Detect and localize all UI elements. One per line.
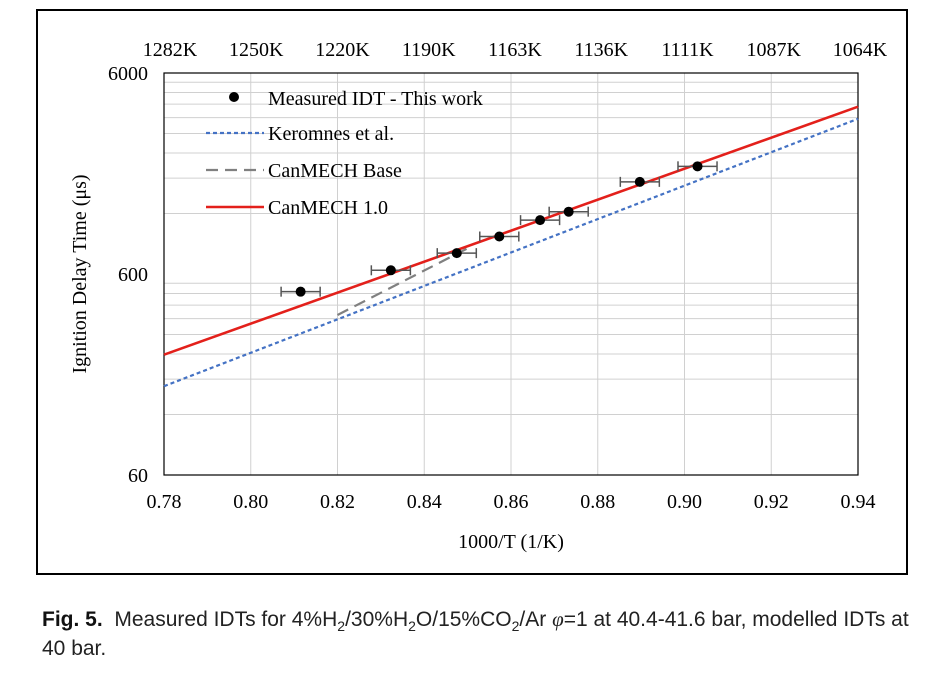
- y-axis-label: Ignition Delay Time (μs): [69, 174, 91, 373]
- legend-label: CanMECH 1.0: [268, 197, 388, 219]
- model-lines: [163, 105, 859, 388]
- top-axis-label: 1111K: [661, 39, 714, 61]
- grid: [164, 73, 858, 475]
- data-point: [385, 265, 396, 276]
- top-axis-label: 1190K: [402, 39, 456, 61]
- y-tick-label: 60: [128, 465, 148, 487]
- x-axis-label: 1000/T (1/K): [458, 531, 564, 553]
- x-tick-label: 0.94: [841, 491, 876, 513]
- series-line-keromnes-et-al: [163, 117, 859, 388]
- data-point: [451, 248, 462, 259]
- data-point: [295, 286, 306, 297]
- figure-frame: [36, 9, 908, 575]
- legend-marker: [229, 92, 239, 102]
- x-tick-label: 0.80: [233, 491, 268, 513]
- legend-label: CanMECH Base: [268, 160, 402, 182]
- data-point: [634, 176, 645, 187]
- figure-caption: Fig. 5. Measured IDTs for 4%H2/30%H2O/15…: [42, 605, 932, 663]
- caption-subscript: 2: [408, 618, 416, 635]
- top-axis-label: 1163K: [488, 39, 542, 61]
- top-axis-label: 1087K: [747, 39, 802, 61]
- caption-phi: φ: [552, 607, 564, 631]
- data-point: [692, 161, 703, 172]
- data-point: [494, 231, 505, 242]
- x-tick-label: 0.92: [754, 491, 789, 513]
- caption-text: O/15%CO: [415, 608, 512, 631]
- x-tick-labels: 0.78 0.80 0.82 0.84 0.86 0.88 0.90 0.92 0.94: [147, 491, 876, 513]
- legend-label: Measured IDT - This work: [268, 88, 483, 110]
- chart: 1282K 1250K 1220K 1190K 1163K 1136K 1111K 1087K…: [69, 39, 888, 553]
- x-tick-label: 0.90: [667, 491, 702, 513]
- plot-area: [163, 72, 859, 476]
- x-tick-label: 0.86: [494, 491, 529, 513]
- x-tick-label: 0.82: [320, 491, 355, 513]
- caption-subscript: 2: [511, 618, 520, 635]
- caption-text: /30%H: [345, 608, 409, 631]
- y-tick-label: 600: [118, 264, 148, 286]
- series-line-canmech-base: [336, 247, 469, 316]
- caption-subscript: 2: [337, 618, 346, 635]
- y-tick-label: 6000: [108, 63, 148, 85]
- legend: Measured IDT - This work Keromnes et al. C…: [206, 88, 483, 219]
- x-tick-label: 0.88: [580, 491, 615, 513]
- top-axis-label: 1136K: [574, 39, 628, 61]
- top-axis-label: 1282K: [143, 39, 198, 61]
- measured-points: [280, 161, 718, 297]
- caption-text: /Ar: [519, 608, 553, 631]
- caption-text: =1 at 40.4-41.6 bar, modelled IDTs at 40…: [42, 608, 909, 660]
- x-tick-label: 0.78: [147, 491, 182, 513]
- top-axis-label: 1250K: [229, 39, 284, 61]
- top-axis-labels: 1282K 1250K 1220K 1190K 1163K 1136K 1111K 1087K…: [143, 39, 888, 61]
- caption-label: Fig. 5.: [42, 608, 103, 631]
- caption-text: Measured IDTs for 4%H: [114, 608, 338, 631]
- legend-label: Keromnes et al.: [268, 123, 394, 145]
- data-point: [535, 215, 546, 226]
- y-tick-labels: 60 600 6000: [108, 63, 148, 487]
- x-tick-label: 0.84: [407, 491, 442, 513]
- top-axis-label: 1220K: [315, 39, 370, 61]
- top-axis-label: 1064K: [833, 39, 888, 61]
- series-line-canmech-1-0: [163, 105, 859, 356]
- data-point: [563, 206, 574, 217]
